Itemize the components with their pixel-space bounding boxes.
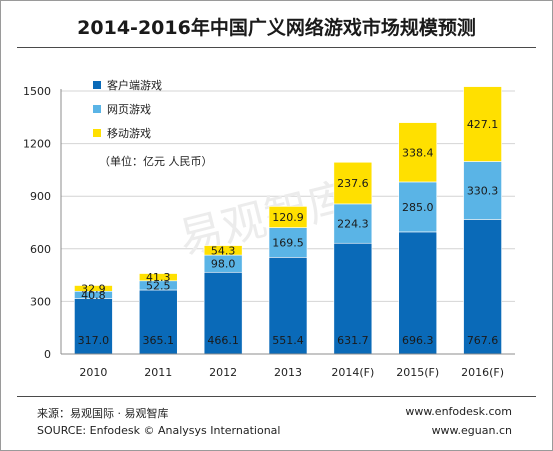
unit-note: （单位：亿元 人民币）	[99, 154, 213, 168]
x-tick-label: 2015(F)	[396, 366, 439, 379]
value-labels: 317.0 40.832.9 365.1 52.541.3 466.1 98.054.3 5…	[78, 118, 499, 347]
bar-segment	[138, 273, 178, 282]
bar-segment	[463, 161, 502, 220]
bar-segment	[203, 245, 243, 256]
value-label: 41.3	[146, 271, 171, 284]
footer-divider	[17, 396, 536, 397]
value-label: 169.5	[272, 236, 304, 249]
watermark: 易观智库	[174, 173, 357, 265]
value-label: 285.0	[402, 201, 434, 214]
axes: 0 300 600 900 1200 1500 2010 2011 2012 2013 2014(F…	[23, 85, 515, 379]
value-label: 338.4	[402, 146, 434, 159]
chart-title: 2014-2016年中国广义网络游戏市场规模预测	[77, 17, 476, 39]
legend-label: 网页游戏	[107, 103, 151, 116]
y-tick-label: 1500	[23, 85, 51, 98]
value-label: 330.3	[467, 184, 499, 197]
bar-segment	[463, 219, 502, 355]
value-label: 120.9	[272, 211, 304, 224]
legend-label: 移动游戏	[107, 127, 151, 140]
source-en: SOURCE: Enfodesk © Analysys Internationa…	[37, 424, 281, 437]
value-label: 224.3	[337, 218, 369, 231]
x-tick-label: 2011	[144, 366, 172, 379]
value-label: 466.1	[207, 334, 239, 347]
x-tick-label: 2014(F)	[331, 366, 374, 379]
legend-swatch	[93, 129, 101, 137]
y-tick-label: 1200	[23, 138, 51, 151]
x-tick-label: 2016(F)	[461, 366, 504, 379]
bar-segment	[138, 289, 178, 355]
value-label: 631.7	[337, 334, 369, 347]
source-cn: 来源：易观国际 · 易观智库	[37, 407, 169, 420]
legend-label: 客户端游戏	[107, 78, 162, 92]
bar-segment	[333, 203, 373, 244]
url-enfodesk: www.enfodesk.com	[405, 405, 512, 418]
value-label: 52.5	[146, 279, 171, 292]
watermark-text: 易观智库	[174, 173, 357, 265]
bar-segment	[74, 285, 113, 292]
bar-segment	[268, 206, 308, 228]
value-label: 551.4	[272, 334, 304, 347]
value-label: 365.1	[143, 334, 175, 347]
value-label: 32.9	[81, 282, 106, 295]
x-tick-label: 2013	[274, 366, 302, 379]
y-tick-label: 900	[30, 190, 51, 203]
bar-segment	[463, 86, 502, 162]
value-label: 767.6	[467, 334, 499, 347]
legend-swatch	[93, 105, 101, 113]
value-label: 40.8	[81, 289, 106, 302]
bar-segment	[268, 257, 308, 355]
title-divider	[17, 47, 536, 48]
x-tick-label: 2012	[209, 366, 237, 379]
value-label: 427.1	[467, 118, 499, 131]
value-label: 54.3	[211, 244, 236, 257]
y-tick-label: 0	[44, 348, 51, 361]
value-label: 317.0	[78, 334, 110, 347]
value-label: 696.3	[402, 334, 434, 347]
value-label: 237.6	[337, 177, 369, 190]
bar-segment	[398, 122, 438, 183]
bar-segment	[268, 227, 308, 258]
value-label: 98.0	[211, 258, 236, 271]
x-tick-label: 2010	[79, 366, 107, 379]
y-tick-label: 600	[30, 243, 51, 256]
bar-series	[74, 86, 502, 355]
y-tick-label: 300	[30, 295, 51, 308]
bar-segment	[333, 161, 373, 205]
url-eguan: www.eguan.cn	[431, 424, 512, 437]
legend-swatch	[93, 81, 101, 89]
